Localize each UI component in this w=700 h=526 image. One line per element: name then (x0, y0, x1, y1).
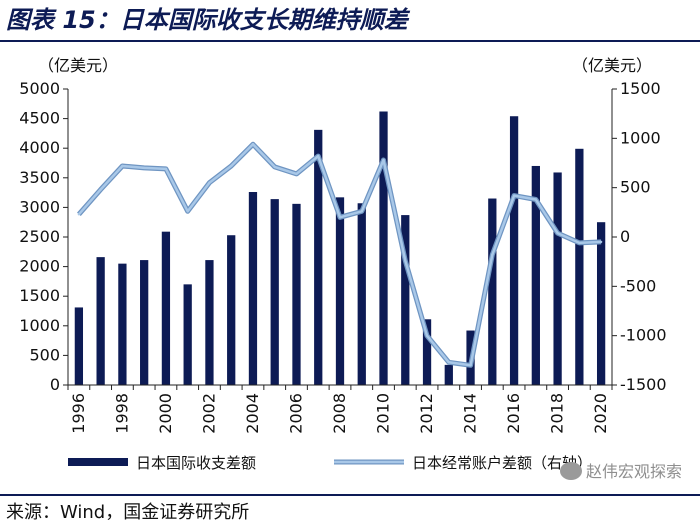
bar-2000 (161, 231, 171, 385)
line-point-2000 (164, 167, 168, 171)
left-tick-label: 2000 (19, 257, 60, 276)
bar-2013 (444, 364, 453, 385)
left-tick-label: 500 (29, 345, 60, 364)
line-point-2009 (360, 210, 363, 213)
line-point-2001 (186, 210, 189, 213)
line-point-2018 (556, 231, 559, 235)
line-point-2015 (491, 253, 494, 256)
right-tick-label: 1500 (620, 79, 661, 98)
bar-2020 (596, 222, 606, 385)
line-point-2006 (295, 172, 298, 176)
x-tick-label: 2002 (199, 393, 218, 434)
left-tick-label: 4000 (19, 138, 60, 157)
left-tick-label: 3500 (19, 168, 60, 187)
source-rule (0, 494, 700, 496)
right-tick-label: 500 (620, 178, 651, 197)
right-tick-label: 0 (620, 227, 630, 246)
right-tick-label: 1000 (620, 128, 661, 147)
bar-2015 (488, 198, 497, 385)
line-point-2004 (251, 143, 255, 146)
x-tick-label: 2010 (374, 393, 393, 434)
bar-1999 (140, 260, 149, 385)
x-tick-label: 1998 (112, 393, 131, 434)
left-axis: 0 500 1000 1500 2000 2500 3000 3500 4000 4500 5000 (19, 79, 69, 394)
x-tick-label: 2018 (548, 393, 567, 434)
right-tick-label: -1500 (620, 375, 667, 394)
bar-series (74, 111, 606, 386)
bar-2009 (357, 203, 366, 385)
line-point-2016 (512, 194, 516, 197)
bar-1998 (118, 263, 127, 385)
x-tick-label: 2004 (243, 393, 262, 434)
left-axis-unit: （亿美元） (38, 56, 118, 75)
line-point-2012 (425, 334, 429, 337)
title-rule (0, 40, 700, 42)
bar-2017 (531, 165, 540, 385)
line-point-2013 (447, 361, 450, 364)
bar-2018 (553, 172, 562, 385)
line-point-2019 (578, 241, 581, 245)
chart: （亿美元） （亿美元） 0 500 1000 1500 2000 2500 3000 3500… (19, 56, 667, 472)
line-point-2017 (534, 198, 538, 201)
left-tick-label: 1000 (19, 316, 60, 335)
right-tick-label: -1000 (620, 326, 667, 345)
right-axis: -1500 -1000 -500 0 500 1000 1500 (611, 79, 667, 394)
x-tick-label: 2020 (591, 393, 610, 434)
line-point-2008 (338, 216, 342, 219)
bar-2005 (270, 199, 279, 385)
bar-2006 (292, 203, 301, 385)
bar-2001 (183, 284, 192, 385)
legend-line-label: 日本经常账户差额（右轴） (412, 454, 592, 472)
x-axis: 1996 1998 2000 2002 2004 2006 2008 2010 2012 2014… (67, 385, 613, 434)
bar-2008 (335, 197, 345, 385)
line-point-1996 (77, 213, 81, 216)
x-tick-label: 1996 (69, 393, 88, 434)
line-point-2007 (317, 154, 320, 158)
bar-2007 (314, 129, 323, 385)
left-tick-label: 2500 (19, 227, 60, 246)
line-point-1999 (142, 166, 146, 170)
line-series (77, 141, 603, 368)
left-tick-label: 0 (50, 375, 60, 394)
right-tick-label: -500 (620, 276, 656, 295)
bar-2010 (379, 111, 388, 385)
bar-2016 (509, 116, 519, 386)
bar-2002 (205, 260, 214, 385)
figure-title: 图表 15：日本国际收支长期维持顺差 (6, 6, 408, 34)
left-tick-label: 1500 (19, 286, 60, 305)
line-point-2003 (230, 164, 233, 168)
wechat-icon (560, 462, 582, 480)
left-tick-label: 5000 (19, 79, 60, 98)
line-point-2010 (382, 158, 385, 162)
legend-bar-label: 日本国际收支差额 (136, 454, 256, 472)
legend-bar-swatch (68, 458, 128, 466)
line-point-2011 (404, 259, 407, 262)
x-tick-label: 2014 (461, 393, 480, 434)
x-tick-label: 2012 (417, 393, 436, 434)
line-point-1998 (121, 164, 124, 168)
right-axis-unit: （亿美元） (572, 56, 652, 75)
line-point-2005 (273, 165, 276, 169)
bar-2019 (575, 148, 584, 385)
line-point-2002 (208, 181, 211, 184)
bar-1996 (74, 307, 84, 385)
watermark: 赵伟宏观探索 (560, 458, 682, 482)
watermark-text: 赵伟宏观探索 (586, 462, 683, 481)
left-tick-label: 3000 (19, 197, 60, 216)
line-point-1997 (99, 188, 102, 191)
x-tick-label: 2000 (156, 393, 175, 434)
bar-2012 (422, 319, 432, 385)
x-tick-label: 2006 (286, 393, 305, 434)
bar-2011 (401, 215, 410, 385)
line-point-2014 (469, 364, 472, 367)
bar-1997 (96, 257, 105, 385)
left-tick-label: 4500 (19, 109, 60, 128)
bar-2004 (248, 192, 258, 385)
bar-2003 (227, 235, 236, 385)
x-tick-label: 2008 (330, 393, 349, 434)
line-point-2020 (599, 240, 603, 244)
x-tick-label: 2016 (504, 393, 523, 434)
source-note: 来源：Wind，国金证券研究所 (6, 502, 250, 523)
